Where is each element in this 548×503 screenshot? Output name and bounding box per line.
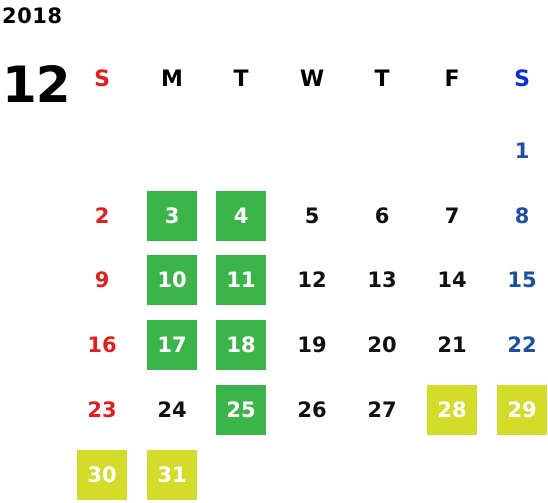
weekday-header: T	[374, 67, 390, 92]
day-cell[interactable]: 2	[94, 204, 110, 228]
day-cell[interactable]: 3	[147, 191, 197, 241]
weekday-header: W	[299, 67, 325, 92]
day-cell[interactable]: 19	[297, 333, 327, 357]
day-cell[interactable]: 6	[374, 204, 390, 228]
year-label: 2018	[2, 4, 63, 28]
day-cell[interactable]: 16	[87, 333, 117, 357]
day-cell[interactable]: 7	[444, 204, 460, 228]
day-cell[interactable]: 9	[94, 268, 110, 292]
day-cell[interactable]: 24	[157, 398, 187, 422]
day-cell[interactable]: 18	[216, 320, 266, 370]
weekday-header: T	[233, 67, 249, 92]
weekday-header: F	[444, 67, 460, 92]
day-cell[interactable]: 5	[304, 204, 320, 228]
day-cell[interactable]: 15	[507, 268, 537, 292]
day-cell[interactable]: 13	[367, 268, 397, 292]
day-cell[interactable]: 26	[297, 398, 327, 422]
weekday-header: S	[514, 67, 530, 92]
day-cell[interactable]: 12	[297, 268, 327, 292]
day-cell[interactable]: 31	[147, 450, 197, 500]
month-number: 12	[2, 56, 71, 114]
weekday-header: S	[94, 67, 110, 92]
day-cell[interactable]: 25	[216, 385, 266, 435]
day-cell[interactable]: 22	[507, 333, 537, 357]
day-cell[interactable]: 17	[147, 320, 197, 370]
day-cell[interactable]: 4	[216, 191, 266, 241]
day-cell[interactable]: 14	[437, 268, 467, 292]
day-cell[interactable]: 20	[367, 333, 397, 357]
day-cell[interactable]: 29	[497, 385, 547, 435]
day-cell[interactable]: 27	[367, 398, 397, 422]
day-cell[interactable]: 23	[87, 398, 117, 422]
day-cell[interactable]: 11	[216, 255, 266, 305]
day-cell[interactable]: 8	[514, 204, 530, 228]
day-cell[interactable]: 10	[147, 255, 197, 305]
day-cell[interactable]: 28	[427, 385, 477, 435]
day-cell[interactable]: 21	[437, 333, 467, 357]
weekday-header: M	[161, 67, 183, 92]
day-cell[interactable]: 1	[514, 139, 530, 163]
day-cell[interactable]: 30	[77, 450, 127, 500]
